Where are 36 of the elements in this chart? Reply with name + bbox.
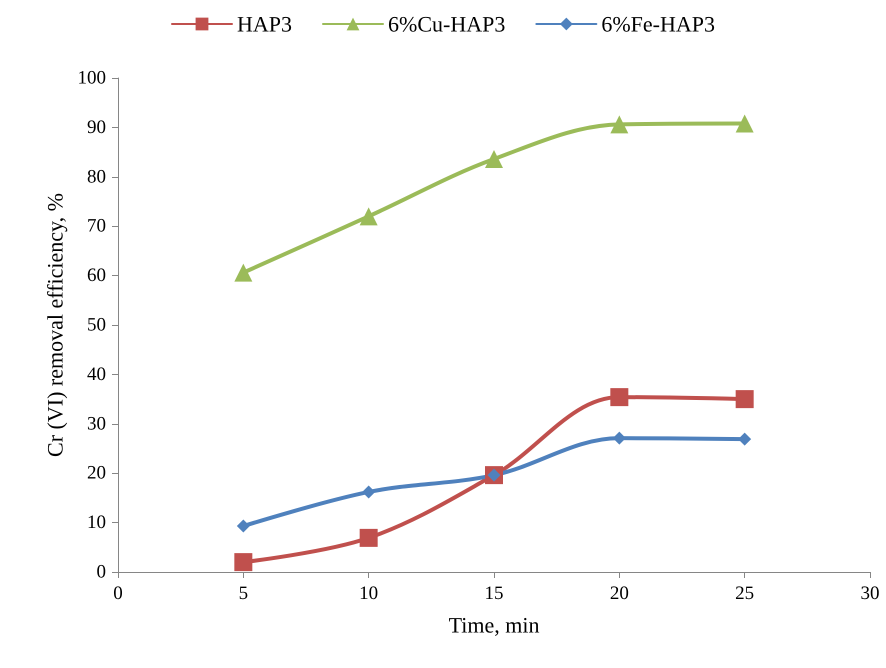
y-tick-label: 60 xyxy=(87,265,106,286)
y-tick-label: 30 xyxy=(87,413,106,434)
point xyxy=(236,520,250,533)
x-tick-label: 20 xyxy=(610,583,629,604)
y-tick-label: 0 xyxy=(96,562,106,582)
y-tick-label: 70 xyxy=(87,216,106,237)
x-tick-label: 15 xyxy=(484,583,504,604)
legend-label: 6%Cu-HAP3 xyxy=(388,12,506,36)
y-tick-label: 90 xyxy=(87,116,106,138)
y-tick-label: 100 xyxy=(78,68,106,88)
point xyxy=(736,114,754,132)
point xyxy=(234,264,252,282)
legend-label: 6%Fe-HAP3 xyxy=(601,12,716,36)
x-tick-label: 30 xyxy=(860,583,880,604)
point xyxy=(610,388,628,406)
x-tick-label: 5 xyxy=(238,583,248,604)
x-tick-label: 0 xyxy=(113,583,123,604)
point xyxy=(360,528,378,547)
point xyxy=(738,432,752,446)
point xyxy=(234,553,252,572)
point xyxy=(360,207,378,226)
x-tick-label: 10 xyxy=(359,583,378,604)
y-tick-label: 20 xyxy=(87,462,106,484)
y-tick-label: 50 xyxy=(87,314,106,336)
point xyxy=(610,115,628,134)
y-tick-label: 40 xyxy=(87,364,106,385)
point xyxy=(612,432,626,445)
legend-label: HAP3 xyxy=(236,12,292,36)
y-tick-label: 80 xyxy=(87,166,106,188)
x-tick-label: 25 xyxy=(735,583,754,604)
x-axis-title: Time, min xyxy=(448,612,540,638)
point xyxy=(485,150,503,168)
y-tick-label: 10 xyxy=(87,512,106,534)
y-axis-title: Cr (VI) removal efficiency, % xyxy=(42,193,68,457)
point xyxy=(362,485,376,498)
point xyxy=(736,390,754,408)
